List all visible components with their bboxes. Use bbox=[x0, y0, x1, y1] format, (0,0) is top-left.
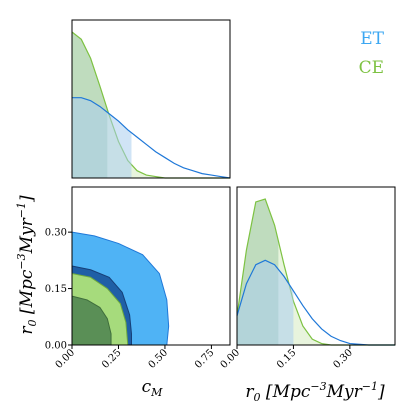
x-tick-label-cM: 0.75 bbox=[193, 347, 217, 371]
joint-ce-inner-contour bbox=[71, 295, 112, 346]
x2-tick-label-r0: 0.30 bbox=[331, 347, 355, 371]
marginal-cM-et-interval bbox=[72, 97, 132, 178]
joint-frame bbox=[71, 186, 231, 346]
y-tick-label-r0: 0.30 bbox=[45, 228, 67, 239]
x-tick-label-cM: 0.25 bbox=[100, 347, 124, 371]
marginal-r0-frame bbox=[236, 186, 396, 346]
y-tick-label-r0: 0.15 bbox=[45, 284, 67, 295]
joint-panel bbox=[71, 186, 231, 346]
svg-text:cM: cM bbox=[142, 377, 164, 399]
y-tick-label-r0: 0.00 bbox=[45, 341, 67, 352]
svg-text:r0 [Mpc−3Myr−1]: r0 [Mpc−3Myr−1] bbox=[245, 380, 385, 404]
marginal-r0-et-line bbox=[236, 259, 395, 346]
marginal-cM-frame bbox=[71, 19, 231, 179]
x-tick-label-cM: 0.50 bbox=[147, 347, 171, 371]
x-axis-label-cM: cM bbox=[142, 377, 164, 399]
y-axis-label-r0: r0 [Mpc−3Myr−1] bbox=[15, 195, 39, 335]
marginal-r0-panel bbox=[236, 186, 396, 346]
x2-tick-label-r0: 0.15 bbox=[275, 347, 299, 371]
legend-entry-et: ET bbox=[360, 29, 384, 49]
marginal-cM-et-line bbox=[72, 97, 231, 179]
marginal-r0-et-interval bbox=[237, 260, 294, 345]
x2-tick-label-r0: 0.00 bbox=[219, 347, 243, 371]
legend-entry-ce: CE bbox=[359, 58, 384, 78]
svg-text:r0 [Mpc−3Myr−1]: r0 [Mpc−3Myr−1] bbox=[15, 195, 39, 335]
marginal-cM-panel bbox=[71, 19, 231, 179]
x2-axis-label-r0: r0 [Mpc−3Myr−1] bbox=[245, 380, 385, 404]
